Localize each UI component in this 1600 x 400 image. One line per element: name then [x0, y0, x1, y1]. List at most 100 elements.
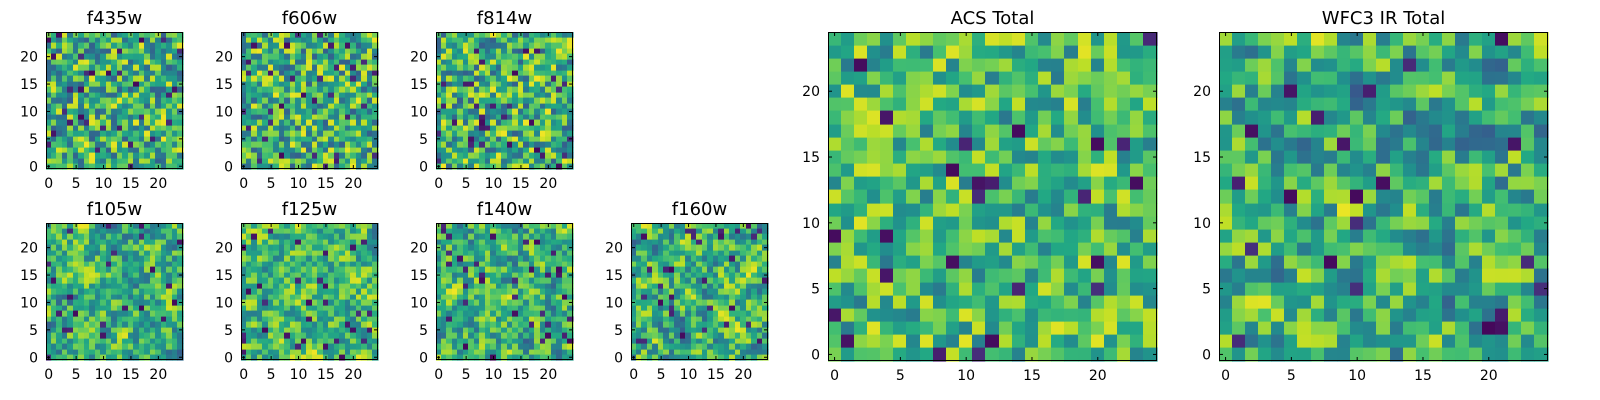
heatmap-cell	[740, 288, 747, 295]
heatmap-cell	[479, 288, 486, 295]
heatmap-cell	[139, 283, 145, 289]
heatmap-cell	[729, 233, 736, 240]
heatmap-cell	[463, 81, 469, 87]
x-tick-label: 5	[462, 176, 471, 192]
heatmap-cell	[284, 343, 291, 350]
heatmap-cell	[946, 163, 960, 177]
heatmap-cell	[441, 152, 447, 159]
heatmap-cell	[367, 233, 373, 240]
heatmap-cell	[334, 48, 340, 54]
heatmap-cell	[534, 125, 541, 131]
heatmap-cell	[1051, 255, 1065, 269]
heatmap-cell	[529, 86, 535, 93]
heatmap-cell	[166, 354, 173, 361]
heatmap-cell	[906, 255, 921, 269]
heatmap-cell	[323, 343, 329, 350]
heatmap-cell	[117, 277, 123, 284]
heatmap-cell	[251, 141, 258, 148]
heatmap-cell	[339, 75, 346, 82]
heatmap-cell	[658, 244, 664, 251]
y-tick-label: 5	[614, 323, 623, 339]
heatmap-cell	[441, 239, 447, 245]
heatmap-cell	[479, 108, 486, 115]
heatmap-cell	[150, 108, 156, 115]
heatmap-cell	[139, 163, 145, 170]
heatmap-cell	[893, 347, 907, 362]
heatmap-cell	[262, 255, 269, 262]
heatmap-cell	[166, 86, 173, 93]
heatmap-cell	[161, 332, 167, 339]
heatmap-cell	[279, 32, 285, 38]
heatmap-cell	[51, 294, 57, 300]
heatmap-cell	[540, 354, 546, 361]
heatmap-cell	[1025, 203, 1039, 217]
heatmap-cell	[345, 283, 351, 289]
heatmap-cell	[78, 332, 85, 339]
heatmap-cell	[436, 338, 442, 344]
heatmap-cell	[485, 53, 491, 60]
heatmap-cell	[999, 229, 1013, 243]
heatmap-cell	[106, 59, 112, 65]
heatmap-cell	[674, 327, 681, 333]
heatmap-cell	[556, 228, 563, 234]
heatmap-cell	[740, 233, 747, 240]
heatmap-cell	[323, 277, 329, 284]
heatmap-cell	[729, 261, 736, 267]
heatmap-cell	[685, 310, 692, 317]
heatmap-cell	[529, 152, 535, 159]
heatmap-cell	[139, 294, 145, 300]
heatmap-cell	[540, 42, 546, 49]
heatmap-cell	[317, 244, 324, 251]
heatmap-cell	[268, 37, 274, 43]
heatmap-cell	[117, 37, 123, 43]
heatmap-cell	[691, 305, 697, 311]
heatmap-cell	[652, 288, 659, 295]
heatmap-cell	[46, 152, 52, 159]
heatmap-cell	[295, 310, 302, 317]
heatmap-cell	[452, 136, 458, 142]
heatmap-cell	[122, 130, 129, 137]
heatmap-cell	[279, 233, 285, 240]
heatmap-cell	[545, 266, 552, 273]
heatmap-cell	[268, 228, 274, 234]
heatmap-cell	[144, 64, 151, 71]
heatmap-cell	[89, 228, 96, 234]
heatmap-cell	[46, 70, 52, 76]
heatmap-cell	[523, 277, 530, 284]
heatmap-cell	[718, 255, 725, 262]
heatmap-cell	[284, 266, 291, 273]
heatmap-cell	[262, 32, 269, 38]
heatmap-cell	[534, 294, 541, 300]
heatmap-cell	[474, 338, 480, 344]
heatmap-cell	[372, 305, 379, 311]
heatmap-cell	[279, 125, 285, 131]
heatmap-cell	[95, 163, 101, 170]
heatmap-cell	[691, 283, 697, 289]
heatmap-cell	[328, 119, 335, 126]
heatmap-cell	[257, 321, 263, 328]
heatmap-cell	[312, 108, 318, 115]
heatmap-cell	[350, 299, 357, 306]
heatmap-cell	[867, 308, 881, 322]
heatmap-cell	[501, 53, 508, 60]
heatmap-cell	[1078, 282, 1092, 296]
heatmap-cell	[155, 75, 162, 82]
heatmap-cell	[724, 233, 730, 240]
heatmap-cell	[172, 223, 178, 229]
heatmap-cell	[257, 239, 263, 245]
heatmap-cell	[446, 354, 453, 361]
heatmap-cell	[496, 147, 502, 153]
heatmap-cell	[691, 354, 697, 361]
heatmap-cell	[95, 37, 101, 43]
heatmap-cell	[361, 103, 368, 109]
heatmap-cell	[262, 103, 269, 109]
heatmap-cell	[350, 338, 357, 344]
heatmap-cell	[507, 53, 513, 60]
heatmap-cell	[279, 152, 285, 159]
heatmap-cell	[959, 321, 973, 335]
heatmap-cells	[436, 223, 574, 361]
heatmap-cell	[685, 332, 692, 339]
heatmap-cell	[312, 97, 318, 104]
heatmap-cell	[73, 64, 79, 71]
